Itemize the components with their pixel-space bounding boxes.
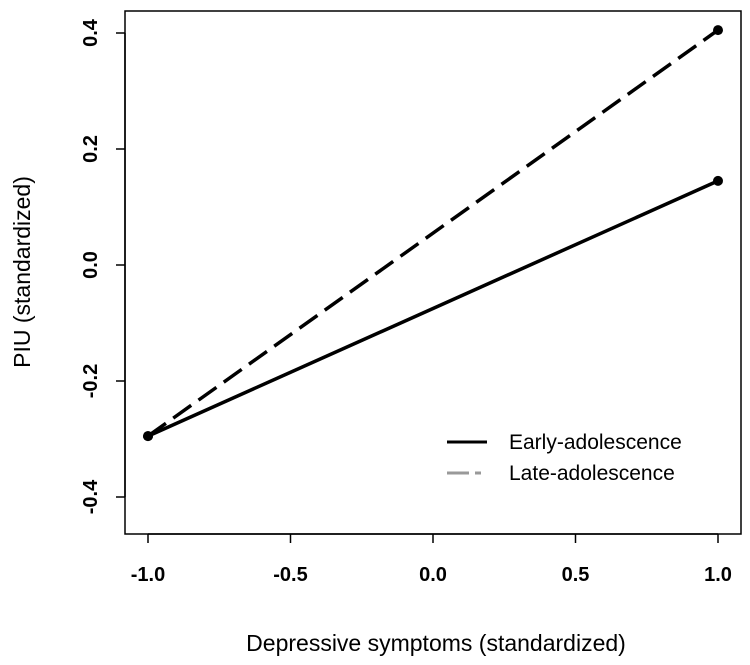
legend-label-early-adolescence: Early-adolescence	[509, 431, 682, 454]
legend-label-late-adolescence: Late-adolescence	[509, 462, 675, 485]
x-tick-label: 0.5	[562, 564, 590, 586]
series-point-late-adolescence	[143, 431, 153, 442]
y-axis: -0.4 -0.2 0.0 0.2 0.4	[80, 18, 126, 514]
y-tick-label: 0.4	[80, 18, 102, 47]
series-line-late-adolescence	[146, 28, 720, 438]
legend: Early-adolescence Late-adolescence	[447, 431, 682, 485]
x-tick-label: -1.0	[131, 564, 165, 586]
series-line-early-adolescence	[147, 179, 719, 438]
x-axis-title: Depressive symptoms (standardized)	[246, 630, 626, 656]
x-axis: -1.0 -0.5 0.0 0.5 1.0	[131, 533, 732, 586]
series-point-late-adolescence	[713, 25, 723, 36]
y-tick-label: -0.2	[80, 364, 102, 398]
y-tick-label: 0.0	[80, 251, 102, 279]
y-tick-label: -0.4	[80, 479, 102, 514]
series-point-early-adolescence	[713, 175, 723, 186]
plot-frame	[124, 10, 742, 535]
x-tick-label: 1.0	[704, 564, 732, 586]
x-tick-label: -0.5	[273, 564, 307, 586]
y-tick-label: 0.2	[80, 135, 102, 163]
x-tick-label: 0.0	[419, 564, 447, 586]
y-axis-title: PIU (standardized)	[9, 176, 35, 368]
series-layer	[143, 25, 723, 442]
